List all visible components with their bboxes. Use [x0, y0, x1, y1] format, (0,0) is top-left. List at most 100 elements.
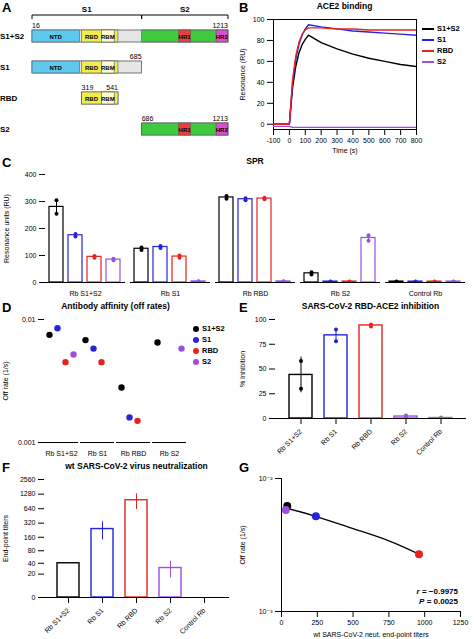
svg-text:685: 685 [130, 53, 142, 60]
svg-text:50: 50 [259, 365, 267, 372]
svg-text:S2: S2 [180, 5, 190, 14]
svg-text:S1+S2: S1+S2 [0, 32, 25, 41]
svg-text:Off rate (1/s): Off rate (1/s) [2, 361, 10, 400]
svg-text:Rb S1: Rb S1 [161, 290, 181, 297]
svg-text:Rb S2: Rb S2 [160, 450, 180, 457]
html-text:G: G [239, 460, 250, 475]
svg-text:0.01: 0.01 [22, 316, 36, 323]
svg-text:RBD: RBD [0, 94, 18, 103]
svg-text:0: 0 [287, 137, 291, 144]
svg-text:RBD: RBD [85, 65, 99, 71]
svg-text:100: 100 [299, 137, 311, 144]
svg-text:Resonance units (RU): Resonance units (RU) [3, 194, 11, 263]
svg-text:20: 20 [28, 570, 36, 577]
svg-text:200: 200 [25, 225, 37, 232]
svg-text:75: 75 [259, 340, 267, 347]
svg-text:0: 0 [33, 279, 37, 286]
svg-text:Rb S1: Rb S1 [320, 428, 339, 447]
svg-text:Control Rb: Control Rb [178, 607, 207, 636]
svg-text:Rb RBD: Rb RBD [243, 290, 269, 297]
svg-text:HR1: HR1 [179, 34, 192, 40]
svg-text:320: 320 [24, 519, 36, 526]
svg-text:600: 600 [379, 137, 391, 144]
svg-text:Rb RBD: Rb RBD [116, 607, 139, 630]
svg-text:NTD: NTD [49, 65, 62, 71]
svg-text:Resonance (RU): Resonance (RU) [239, 48, 247, 100]
html-text:ACE2 binding: ACE2 binding [316, 1, 373, 11]
svg-text:80: 80 [257, 37, 265, 44]
svg-text:Off rate (1/s): Off rate (1/s) [239, 525, 247, 564]
svg-text:160: 160 [24, 533, 36, 540]
svg-text:Rb S1+S2: Rb S1+S2 [69, 290, 101, 297]
svg-text:640: 640 [24, 505, 36, 512]
svg-text:RBM: RBM [101, 65, 115, 71]
svg-text:800: 800 [411, 137, 423, 144]
svg-text:40: 40 [257, 79, 265, 86]
svg-text:S1: S1 [0, 63, 10, 72]
svg-text:1000: 1000 [417, 619, 433, 626]
svg-text:Rb S1: Rb S1 [86, 607, 105, 626]
svg-text:Rb S1: Rb S1 [88, 450, 108, 457]
svg-text:200: 200 [315, 137, 327, 144]
svg-text:0: 0 [263, 415, 267, 422]
svg-text:% Inhibition: % Inhibition [239, 351, 246, 387]
svg-text:1250: 1250 [453, 619, 469, 626]
svg-text:Time (s): Time (s) [332, 147, 357, 155]
svg-text:Rb S1+S2: Rb S1+S2 [276, 428, 304, 456]
svg-text:0.001: 0.001 [18, 439, 36, 446]
svg-text:541: 541 [106, 84, 118, 91]
svg-text:750: 750 [383, 619, 395, 626]
svg-text:686: 686 [142, 115, 154, 122]
svg-text:100: 100 [25, 252, 37, 259]
html-text:A: A [2, 0, 12, 15]
svg-text:wt SARS-CoV-2 neut. end-point: wt SARS-CoV-2 neut. end-point titers [312, 631, 429, 639]
svg-text:100: 100 [255, 316, 267, 323]
svg-text:500: 500 [347, 619, 359, 626]
svg-text:HR2: HR2 [216, 34, 229, 40]
svg-text:Rb S2: Rb S2 [390, 428, 409, 447]
svg-text:0: 0 [32, 594, 36, 601]
svg-text:RBD: RBD [85, 34, 99, 40]
svg-text:20: 20 [257, 100, 265, 107]
svg-text:300: 300 [331, 137, 343, 144]
svg-text:1213: 1213 [212, 115, 228, 122]
svg-text:Rb RBD: Rb RBD [121, 450, 147, 457]
svg-text:Rb RBD: Rb RBD [350, 428, 373, 451]
svg-text:Rb S1+S2: Rb S1+S2 [45, 450, 77, 457]
svg-text:RBM: RBM [101, 34, 115, 40]
svg-text:-100: -100 [266, 137, 280, 144]
svg-text:RBD: RBD [85, 96, 99, 102]
svg-text:10⁻³: 10⁻³ [259, 608, 273, 615]
svg-text:HR1: HR1 [179, 127, 192, 133]
svg-text:400: 400 [25, 171, 37, 178]
svg-text:80: 80 [28, 547, 36, 554]
svg-text:HR2: HR2 [216, 127, 229, 133]
svg-text:300: 300 [25, 198, 37, 205]
svg-text:S1: S1 [82, 5, 92, 14]
svg-text:16: 16 [32, 22, 40, 29]
svg-text:1213: 1213 [212, 22, 228, 29]
svg-text:Control Rb: Control Rb [415, 428, 444, 457]
svg-text:60: 60 [257, 58, 265, 65]
svg-text:RBM: RBM [101, 96, 115, 102]
svg-text:2560: 2560 [20, 476, 36, 483]
svg-text:Rb S2: Rb S2 [154, 607, 173, 626]
svg-text:10⁻²: 10⁻² [259, 475, 273, 482]
svg-text:700: 700 [395, 137, 407, 144]
svg-text:Rb S2: Rb S2 [331, 290, 351, 297]
svg-text:0: 0 [261, 121, 265, 128]
svg-text:1280: 1280 [20, 490, 36, 497]
svg-text:NTD: NTD [49, 34, 62, 40]
svg-text:S2: S2 [0, 125, 10, 134]
svg-text:100: 100 [253, 16, 265, 23]
svg-text:400: 400 [347, 137, 359, 144]
svg-text:25: 25 [259, 390, 267, 397]
svg-text:Rb S1+S2: Rb S1+S2 [43, 607, 71, 635]
svg-text:Control Rb: Control Rb [409, 290, 443, 297]
svg-text:500: 500 [363, 137, 375, 144]
svg-text:0: 0 [280, 619, 284, 626]
svg-text:40: 40 [28, 560, 36, 567]
svg-text:250: 250 [311, 619, 323, 626]
svg-text:319: 319 [82, 84, 94, 91]
svg-text:End-point titers: End-point titers [2, 514, 10, 562]
